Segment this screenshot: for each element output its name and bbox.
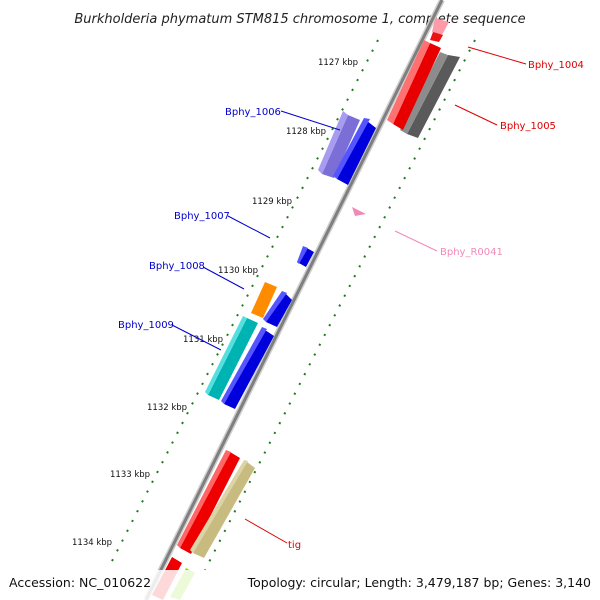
gene-top-pink <box>430 18 449 42</box>
gene-bphy-1006[interactable] <box>318 111 376 185</box>
gene-features <box>152 18 460 600</box>
tick-label: 1133 kbp <box>110 470 150 480</box>
footer-background <box>0 570 600 600</box>
tick-label: 1127 kbp <box>318 58 358 68</box>
gene-label-bphy-1005[interactable]: Bphy_1005 <box>500 121 556 132</box>
tick-label: 1130 kbp <box>218 266 258 276</box>
gene-label-bphy-1007[interactable]: Bphy_1007 <box>174 211 230 222</box>
accession-text: Accession: NC_010622 <box>9 575 151 590</box>
gene-label-tig[interactable]: tig <box>288 540 301 551</box>
gene-label-bphy-1006[interactable]: Bphy_1006 <box>225 107 281 118</box>
tick-label: 1132 kbp <box>147 403 187 413</box>
kbp-ticks: 1127 kbp 1128 kbp 1129 kbp 1130 kbp 1131… <box>72 58 358 548</box>
gene-bphy-1005[interactable] <box>400 52 460 138</box>
gene-labels: Bphy_1004 Bphy_1005 Bphy_1006 Bphy_1007 … <box>118 60 584 551</box>
tick-label: 1131 kbp <box>183 335 223 345</box>
gene-bphy-1008[interactable] <box>251 282 292 327</box>
tick-label: 1129 kbp <box>252 197 292 207</box>
gene-label-bphy-1004[interactable]: Bphy_1004 <box>528 60 584 71</box>
tick-label: 1128 kbp <box>286 127 326 137</box>
inner-guide-line <box>204 39 476 571</box>
gene-tig[interactable] <box>177 450 255 558</box>
gene-bphy-r0041[interactable] <box>352 207 366 216</box>
guide-lines <box>109 39 476 571</box>
tick-label: 1134 kbp <box>72 538 112 548</box>
chromosome-backbone <box>143 0 445 600</box>
gene-label-bphy-r0041[interactable]: Bphy_R0041 <box>440 247 503 258</box>
summary-text: Topology: circular; Length: 3,479,187 bp… <box>247 575 591 590</box>
gene-bphy-1004[interactable] <box>387 40 441 130</box>
gene-bphy-1009[interactable] <box>205 316 274 409</box>
gene-label-bphy-1008[interactable]: Bphy_1008 <box>149 261 205 272</box>
gene-label-bphy-1009[interactable]: Bphy_1009 <box>118 320 174 331</box>
leader-lines <box>171 46 527 544</box>
gene-bphy-1007[interactable] <box>297 246 314 267</box>
map-title: Burkholderia phymatum STM815 chromosome … <box>74 12 525 27</box>
